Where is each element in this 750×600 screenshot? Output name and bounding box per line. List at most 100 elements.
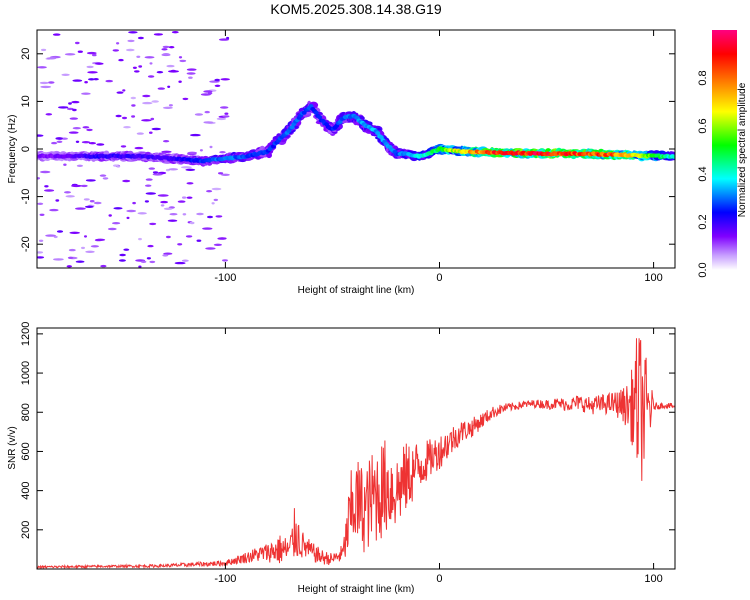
spectrogram-noise-blob [163,207,173,210]
spectrogram-noise-blob [68,131,79,134]
spectrogram-noise-blob [179,59,187,63]
spectrogram-noise-blob [132,201,136,205]
spectrogram-noise-blob [120,145,127,148]
spectrogram-noise-blob [217,237,227,240]
spectrogram-noise-blob [196,239,202,242]
y-tick-label: 1200 [20,322,32,346]
spectrogram-noise-blob [128,31,138,34]
spectrogram-noise-blob [162,106,173,110]
spectrogram-noise-blob [37,256,45,259]
spectrogram-noise-blob [122,89,126,92]
spectrogram-noise-blob [64,53,76,56]
colorbar-tick-label: 0.4 [697,166,709,181]
x-tick-label: 100 [644,272,662,284]
spectrogram-noise-blob [75,207,86,210]
y-tick-label: 10 [20,95,32,107]
spectrogram-noise-blob [182,213,187,216]
spectrogram-noise-blob [67,256,74,259]
spectrogram-marks [37,31,675,268]
spectrogram-noise-blob [137,36,144,40]
spectrogram-noise-blob [145,192,156,195]
snr-panel: -100 0 100 200 400 600 800 1000 1200 Height of … [7,322,676,595]
spectrogram-noise-blob [144,200,149,203]
spectrogram-noise-blob [148,167,155,170]
spectrogram-noise-blob [52,33,61,36]
spectrogram-noise-blob [157,87,165,90]
spectrogram-noise-blob [186,68,197,71]
spectrogram-noise-blob [186,182,194,185]
spectrogram-noise-blob [81,246,85,250]
spectrogram-noise-blob [56,230,64,233]
spectrogram-noise-blob [138,265,142,268]
spectrogram-noise-blob [162,53,170,56]
spectrogram-noise-blob [93,78,99,81]
spectrogram-noise-blob [66,265,73,268]
spectrogram-noise-blob [116,42,120,45]
chart-title: KOM5.2025.308.14.38.G19 [270,1,441,17]
snr-frame [37,328,675,569]
spectrogram-noise-blob [69,117,79,120]
spectrogram-noise-blob [123,126,131,129]
spectrogram-noise-blob [224,112,229,115]
spectrogram-noise-blob [37,251,44,254]
colorbar-tick-label: 0.8 [697,70,709,85]
spectrogram-noise-blob [142,94,151,98]
spectrogram-noise-blob [162,45,170,49]
colorbar-ticks: 0.0 0.2 0.4 0.6 0.8 [697,70,709,277]
spectrogram-noise-blob [190,133,201,137]
spectrogram-noise-blob [219,151,226,154]
spectrogram-noise-blob [88,142,96,145]
spectrogram-noise-blob [211,202,215,205]
spectrogram-noise-blob [149,62,153,65]
top-y-axis-label: Frequency (Hz) [7,115,18,184]
spectrogram-noise-blob [213,198,218,202]
spectrogram-noise-blob [108,214,112,217]
spectrogram-ridge-cell [671,154,675,159]
spectrogram-noise-blob [203,90,213,93]
spectrogram-noise-blob [141,119,152,122]
spectrogram-noise-blob [51,141,58,145]
spectrogram-noise-blob [72,127,81,130]
spectrogram-noise-blob [215,215,223,218]
spectrogram-noise-blob [37,134,44,137]
spectrogram-noise-blob [53,258,64,261]
spectrogram-noise-blob [166,235,171,239]
spectrogram-noise-blob [37,202,44,205]
spectrogram-noise-blob [222,115,230,118]
spectrogram-noise-blob [211,187,222,191]
spectrogram-noise-blob [186,196,193,199]
spectrogram-noise-blob [137,212,147,215]
spectrogram-noise-blob [99,174,107,177]
spectrogram-noise-blob [44,189,55,192]
spectrogram-noise-blob [149,260,156,264]
spectrogram-noise-blob [81,141,91,144]
spectrogram-noise-blob [196,212,204,216]
spectrogram-noise-blob [160,200,169,204]
spectrogram-noise-blob [214,78,220,82]
spectrogram-noise-blob [40,170,51,174]
spectrogram-noise-blob [55,199,60,202]
spectrogram-noise-blob [142,101,153,105]
spectrogram-noise-blob [145,184,152,187]
spectrogram-noise-blob [168,70,179,73]
colorbar-tick-label: 0.0 [697,262,709,277]
colorbar-gradient [712,30,737,270]
spectrogram-noise-blob [161,150,172,153]
spectrogram-noise-blob [126,48,135,52]
spectrogram-noise-blob [126,209,137,213]
spectrogram-noise-blob [68,102,72,105]
spectrogram-noise-blob [41,48,47,52]
spectrogram-noise-blob [156,71,164,74]
spectrogram-noise-blob [209,145,213,149]
spectrogram-noise-blob [199,149,203,152]
spectrogram-noise-blob [134,146,144,150]
y-tick-label: -10 [20,189,32,205]
spectrogram-noise-blob [152,171,159,174]
spectrogram-noise-blob [182,97,189,101]
spectrogram-ridge-cell [313,110,319,115]
spectrogram-noise-blob [167,85,171,89]
spectrogram-noise-blob [177,200,186,203]
spectrogram-noise-blob [96,143,105,146]
spectrogram-noise-blob [89,200,95,203]
top-x-ticks: -100 0 100 [214,30,663,284]
